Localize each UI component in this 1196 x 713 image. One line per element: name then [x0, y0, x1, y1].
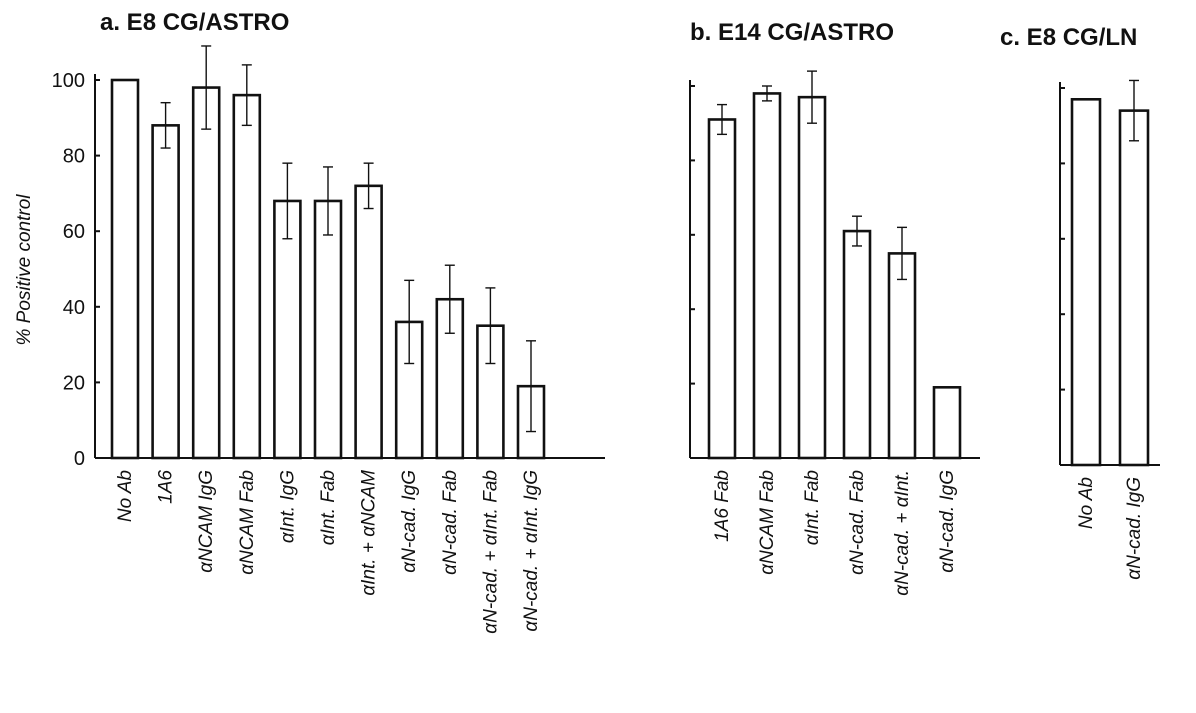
y-tick-label: 80: [63, 146, 85, 168]
x-tick-label: αNCAM IgG: [196, 470, 217, 573]
x-tick-label: 1A6: [156, 470, 177, 504]
x-tick-label: αN-cad. IgG: [937, 470, 958, 573]
bar: [1070, 98, 1102, 467]
x-tick-label: αInt. IgG: [277, 470, 298, 543]
bar: [707, 118, 737, 460]
bar: [273, 199, 302, 460]
panel-b-title: b. E14 CG/ASTRO: [690, 19, 894, 46]
bar: [752, 92, 782, 460]
x-tick-label: αN-cad. IgG: [399, 470, 420, 573]
x-tick-label: αN-cad. + αInt.: [892, 470, 913, 596]
bar: [842, 229, 872, 460]
y-tick-label: 20: [63, 372, 85, 394]
y-tick-label: 40: [63, 297, 85, 319]
bar: [191, 86, 221, 460]
bar: [1118, 109, 1150, 467]
x-tick-label: αNCAM Fab: [757, 470, 778, 575]
x-tick-label: 1A6 Fab: [712, 470, 733, 542]
x-tick-label: αN-cad. + αInt. IgG: [521, 470, 542, 632]
x-tick-label: αN-cad. Fab: [847, 470, 868, 575]
x-tick-label: αInt. + αNCAM: [359, 470, 380, 596]
y-tick-label: 60: [63, 221, 85, 243]
bar: [110, 78, 140, 460]
x-tick-label: αN-cad. Fab: [440, 470, 461, 575]
x-tick-label: No Ab: [115, 470, 136, 522]
bar: [932, 386, 962, 460]
y-tick-label: 100: [52, 70, 85, 92]
bar: [313, 199, 343, 460]
panel-c-title: c. E8 CG/LN: [1000, 24, 1137, 51]
plots-layer: 0 20 40 60 80 100 No Ab 1A6 αNCAM IgG αNCAM Fab αI…: [52, 45, 1160, 634]
x-tick-label: αN-cad. + αInt. Fab: [480, 470, 501, 634]
x-tick-label: αInt. Fab: [318, 470, 339, 545]
bar: [797, 95, 827, 460]
x-tick-label: αN-cad. IgG: [1124, 477, 1145, 580]
y-axis-label: % Positive control: [14, 194, 35, 346]
bar: [232, 93, 262, 460]
panel-a-title: a. E8 CG/ASTRO: [100, 9, 289, 36]
y-tick-label: 0: [74, 448, 85, 470]
bar: [887, 252, 917, 460]
bar: [151, 124, 180, 460]
x-tick-label: αNCAM Fab: [237, 470, 258, 575]
bar: [354, 184, 383, 460]
x-tick-label: No Ab: [1076, 477, 1097, 529]
x-tick-label: αInt. Fab: [802, 470, 823, 545]
